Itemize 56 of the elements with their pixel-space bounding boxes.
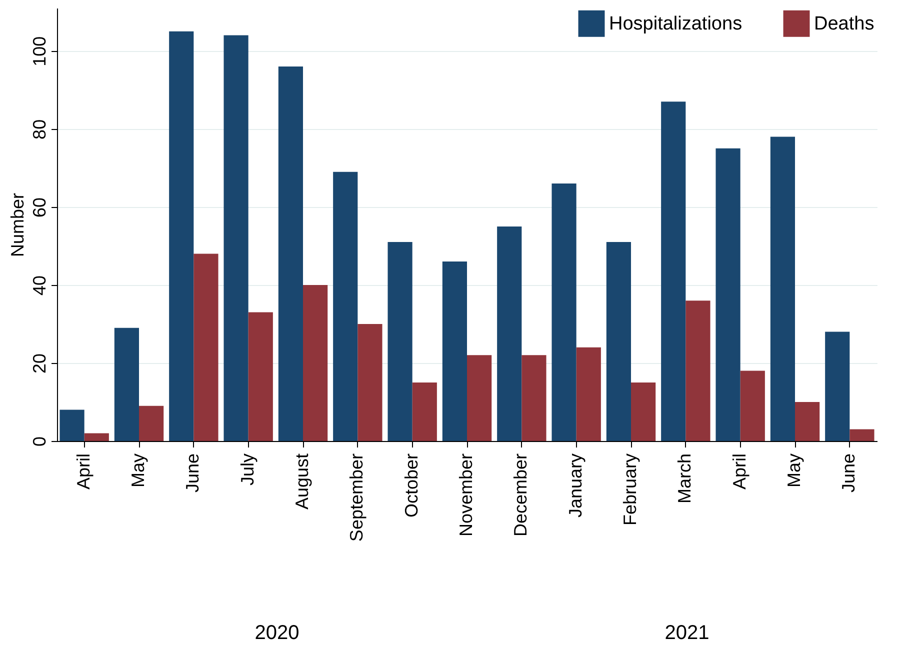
bar (716, 148, 740, 441)
y-tick-label: 60 (30, 197, 50, 218)
x-tick-label: May (128, 454, 148, 488)
x-tick-label: October (401, 453, 422, 518)
bar (850, 429, 874, 441)
x-tick-label: November (456, 453, 476, 537)
bar (686, 300, 710, 441)
x-tick-label: August (292, 454, 312, 510)
text: 2021 (664, 622, 710, 645)
bar (740, 370, 765, 441)
legend-label: Hospitalizations (609, 14, 742, 35)
bar (631, 382, 656, 441)
y-tick-label: 80 (30, 119, 50, 140)
x-tick-label: January (565, 454, 586, 518)
x-tick-label: March (674, 454, 695, 504)
y-tick-label: 40 (30, 275, 50, 296)
bar (552, 184, 576, 441)
bar (825, 332, 850, 441)
legend-label: Deaths (814, 14, 874, 35)
x-tick-label: April (73, 454, 94, 490)
bar (333, 172, 358, 441)
x-tick-label: May (784, 454, 804, 488)
bar (248, 312, 273, 441)
x-tick-label: July (237, 454, 258, 486)
y-tick-label: 20 (30, 353, 50, 374)
bar (442, 262, 467, 441)
y-tick-label: 0 (30, 436, 50, 447)
bar (169, 31, 194, 441)
y-axis-title: Number (8, 192, 28, 258)
bar (224, 35, 248, 441)
bar (278, 66, 303, 441)
bar (388, 242, 412, 441)
bar (795, 402, 820, 441)
bar (467, 355, 492, 441)
bar (358, 324, 382, 441)
bar (522, 355, 546, 441)
bar (303, 284, 328, 441)
bar (497, 226, 522, 441)
bar (194, 254, 218, 441)
bar (661, 102, 686, 441)
x-tick-label: February (620, 454, 640, 526)
x-tick-label: June (182, 454, 203, 493)
text: 2020 (254, 622, 300, 645)
bar (606, 242, 631, 441)
bar (60, 410, 84, 441)
bar (84, 433, 109, 441)
bar (412, 382, 437, 441)
x-tick-label: September (346, 454, 367, 542)
x-tick-label: April (729, 454, 750, 490)
x-tick-label: June (838, 454, 859, 493)
bar (114, 328, 139, 441)
bar (576, 347, 601, 441)
y-tick-label: 100 (30, 36, 50, 66)
x-tick-label: December (510, 453, 531, 537)
bar (770, 136, 795, 441)
bar (139, 406, 164, 441)
